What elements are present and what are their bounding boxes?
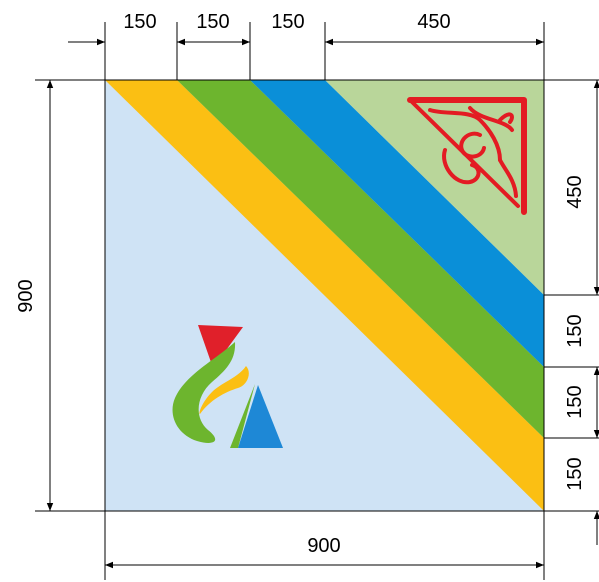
right-dim-2: 150 (564, 314, 586, 347)
flag (104, 79, 545, 512)
stripe-blue (250, 80, 544, 367)
logo-yellow-swirl (199, 366, 249, 414)
bottom-dimension: 900 (104, 511, 545, 580)
logo-green-triangle (230, 384, 255, 448)
top-dimensions: 150 150 150 450 (68, 11, 545, 80)
corner-ornament-icon (407, 97, 527, 215)
right-dim-3: 150 (564, 385, 586, 418)
top-dim-2: 150 (196, 11, 229, 33)
right-dim-4: 150 (564, 457, 586, 490)
logo-green-swirl (172, 342, 236, 443)
top-dim-4: 450 (417, 11, 450, 33)
left-dim: 900 (15, 279, 37, 312)
logo-icon (172, 325, 283, 448)
stripe-yellow (105, 80, 544, 511)
logo-blue-triangle (238, 385, 283, 448)
logo-red-flag (198, 325, 243, 368)
top-dim-1: 150 (123, 11, 156, 33)
top-dim-3: 150 (271, 11, 304, 33)
stripe-green (177, 80, 544, 438)
bottom-dim: 900 (307, 535, 340, 557)
left-dimension: 900 (15, 79, 105, 512)
right-dimensions: 450 150 150 150 (544, 79, 599, 545)
right-dim-1: 450 (564, 175, 586, 208)
